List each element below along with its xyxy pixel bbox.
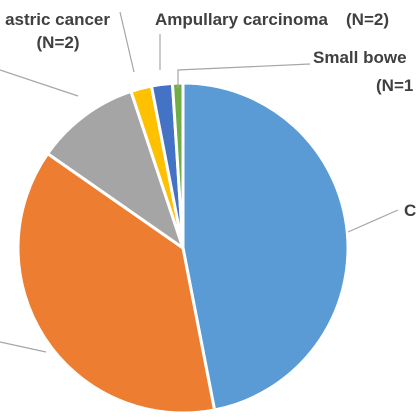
label-ampullary-count: (N=2) [346,10,389,29]
label-small-bowel-name: Small bowe [313,48,407,67]
label-small-bowel-count: (N=1 [376,76,413,95]
label-gastric-name: astric cancer [5,10,110,29]
label-c-name: C [404,201,416,220]
label-ampullary-name: Ampullary carcinoma [155,10,328,29]
pie-slice-g [46,89,185,250]
label-gastric-count: (N=2) [37,33,80,52]
leader-line-orange [0,341,47,353]
pie-slice-c [181,81,350,412]
slice-labels: astric cancer (N=2) Ampullary carcinoma … [5,10,416,220]
leader-line-gastric [119,11,135,73]
leader-line-c [347,209,399,233]
leader-line-other [0,69,79,97]
leader-line-small-bowel [177,63,311,88]
leader-lines [0,11,399,353]
pie-slice-o [16,152,217,415]
pie-slices [16,81,350,415]
